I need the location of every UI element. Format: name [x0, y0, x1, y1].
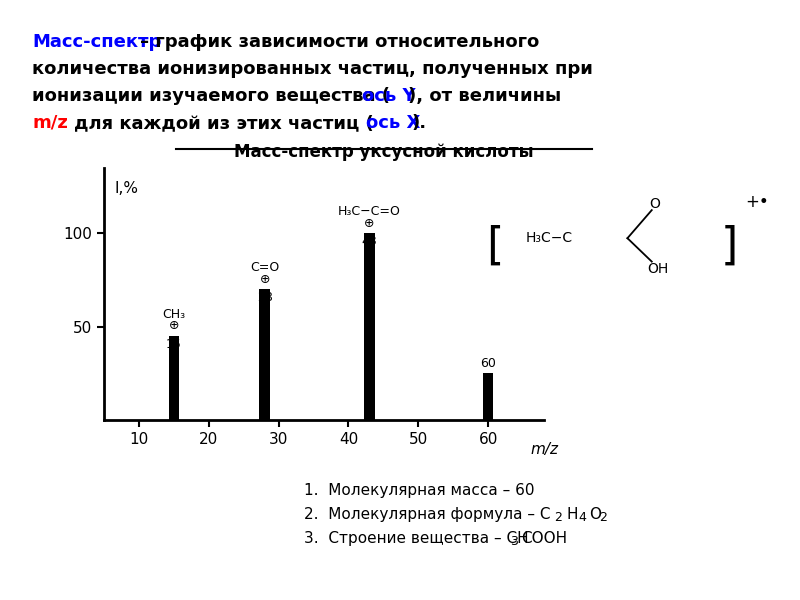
Text: H₃C−C: H₃C−C	[526, 231, 573, 245]
Text: OH: OH	[647, 262, 669, 277]
Text: 2: 2	[554, 511, 562, 524]
Text: ⊕: ⊕	[169, 319, 179, 332]
Text: Масс-спектр уксусной кислоты: Масс-спектр уксусной кислоты	[234, 143, 534, 161]
Text: m/z: m/z	[32, 114, 68, 132]
Text: ⊕: ⊕	[364, 217, 374, 230]
Text: ⊕: ⊕	[259, 272, 270, 286]
Text: 60: 60	[480, 356, 496, 370]
Text: ось Y: ось Y	[362, 87, 416, 105]
Text: O: O	[589, 507, 601, 522]
Text: 43: 43	[362, 235, 378, 248]
Bar	[483, 373, 494, 420]
Text: для каждой из этих частиц (: для каждой из этих частиц (	[74, 114, 374, 132]
Text: 15: 15	[166, 338, 182, 351]
Text: +•: +•	[745, 193, 769, 211]
Text: m/z: m/z	[530, 442, 558, 457]
Text: 2.  Молекулярная формула – C: 2. Молекулярная формула – C	[304, 507, 550, 522]
Text: ).: ).	[411, 114, 426, 132]
Text: C=O: C=O	[250, 262, 279, 274]
Text: Масс-спектр: Масс-спектр	[32, 33, 162, 51]
Bar	[169, 336, 179, 420]
Text: 3.  Строение вещества – CH: 3. Строение вещества – CH	[304, 531, 529, 546]
Text: CH₃: CH₃	[162, 308, 186, 321]
Text: – график зависимости относительного: – график зависимости относительного	[140, 33, 539, 51]
Text: [: [	[486, 224, 504, 268]
Text: количества ионизированных частиц, полученных при: количества ионизированных частиц, получе…	[32, 60, 593, 78]
Text: ]: ]	[721, 224, 738, 268]
Bar	[259, 289, 270, 420]
Text: COOH: COOH	[522, 531, 568, 546]
Text: 3: 3	[510, 535, 518, 548]
Text: ), от величины: ), от величины	[408, 87, 562, 105]
Text: 2: 2	[599, 511, 607, 524]
Text: ось X: ось X	[366, 114, 420, 132]
Text: H: H	[566, 507, 578, 522]
Text: 28: 28	[257, 291, 273, 304]
Text: ионизации изучаемого вещества (: ионизации изучаемого вещества (	[32, 87, 390, 105]
Text: O: O	[650, 197, 660, 211]
Text: 4: 4	[578, 511, 586, 524]
Text: H₃C−C=O: H₃C−C=O	[338, 205, 401, 218]
Bar	[364, 233, 374, 420]
Text: 1.  Молекулярная масса – 60: 1. Молекулярная масса – 60	[304, 483, 534, 498]
Text: I,%: I,%	[114, 181, 138, 196]
